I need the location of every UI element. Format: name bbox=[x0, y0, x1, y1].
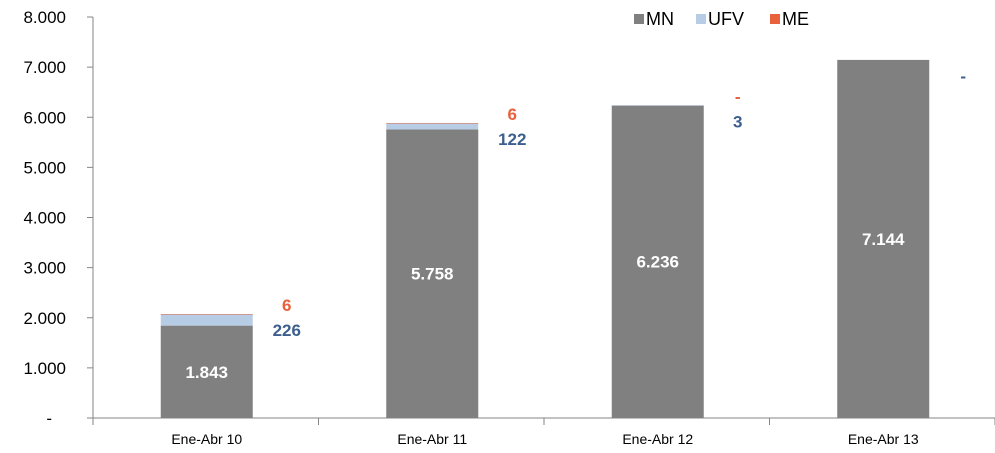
y-tick-label: 2.000 bbox=[23, 309, 66, 328]
x-tick-label: Ene-Abr 10 bbox=[171, 431, 242, 447]
bar-mn bbox=[160, 325, 253, 418]
data-label-mn: 6.236 bbox=[636, 253, 679, 272]
legend-swatch-me bbox=[770, 14, 780, 24]
bar-ufv bbox=[386, 123, 479, 130]
data-label-me: 6 bbox=[508, 105, 517, 124]
bars bbox=[160, 59, 930, 418]
data-labels: 1.843 226 6 5.758 122 6 6.236 3 - 7.144 - bbox=[185, 67, 966, 382]
legend-label-ufv: UFV bbox=[708, 9, 744, 29]
y-tick-label: 1.000 bbox=[23, 359, 66, 378]
bar-ufv bbox=[611, 105, 704, 106]
x-tick-label: Ene-Abr 12 bbox=[622, 431, 693, 447]
y-axis-ticks: - 1.000 2.000 3.000 4.000 5.000 6.000 7.000 8.00… bbox=[23, 8, 93, 428]
y-tick-label: 8.000 bbox=[23, 8, 66, 27]
data-label-ufv: - bbox=[960, 67, 966, 86]
x-tick-label: Ene-Abr 13 bbox=[848, 431, 919, 447]
bar-mn bbox=[611, 105, 704, 418]
data-label-mn: 1.843 bbox=[185, 363, 228, 382]
data-label-me: - bbox=[735, 87, 741, 106]
y-tick-label: 5.000 bbox=[23, 158, 66, 177]
bar-me bbox=[386, 122, 479, 124]
legend: MN UFV ME bbox=[634, 9, 809, 29]
legend-swatch-mn bbox=[634, 14, 644, 24]
legend-label-me: ME bbox=[782, 9, 809, 29]
y-tick-label: 4.000 bbox=[23, 209, 66, 228]
x-axis-ticks: Ene-Abr 10 Ene-Abr 11 Ene-Abr 12 Ene-Abr 13 bbox=[92, 418, 995, 447]
y-tick-label: 6.000 bbox=[23, 108, 66, 127]
y-tick-label: - bbox=[46, 409, 52, 428]
x-tick-label: Ene-Abr 11 bbox=[397, 431, 467, 447]
bar-mn bbox=[386, 129, 479, 418]
data-label-ufv: 122 bbox=[498, 130, 526, 149]
data-label-ufv: 226 bbox=[273, 321, 301, 340]
legend-label-mn: MN bbox=[646, 9, 674, 29]
data-label-me: 6 bbox=[282, 296, 291, 315]
bar-mn bbox=[837, 59, 930, 418]
bar-ufv bbox=[160, 314, 253, 326]
bar-me bbox=[160, 313, 253, 315]
data-label-mn: 7.144 bbox=[862, 230, 905, 249]
data-label-mn: 5.758 bbox=[411, 265, 454, 284]
y-tick-label: 3.000 bbox=[23, 259, 66, 278]
y-tick-label: 7.000 bbox=[23, 58, 66, 77]
data-label-ufv: 3 bbox=[733, 112, 742, 131]
legend-swatch-ufv bbox=[696, 14, 706, 24]
